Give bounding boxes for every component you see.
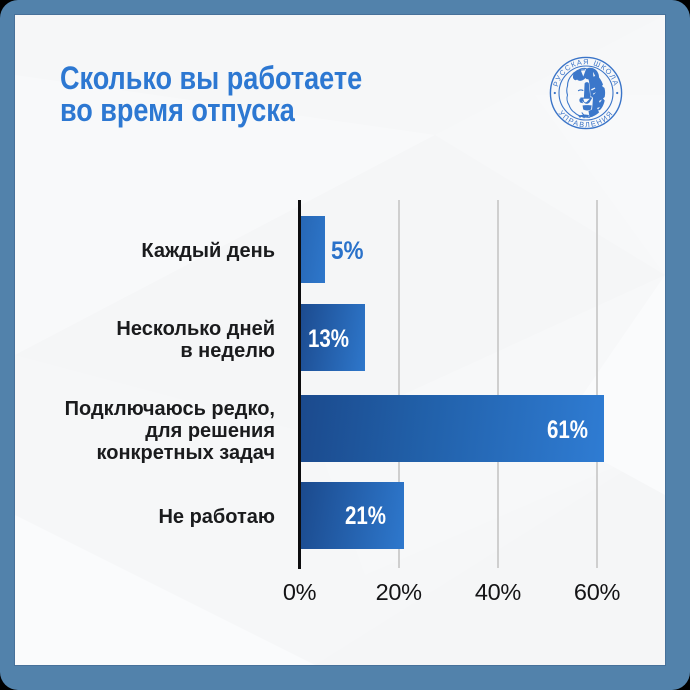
svg-text:УПРАВЛЕНИЯ: УПРАВЛЕНИЯ — [557, 109, 616, 130]
